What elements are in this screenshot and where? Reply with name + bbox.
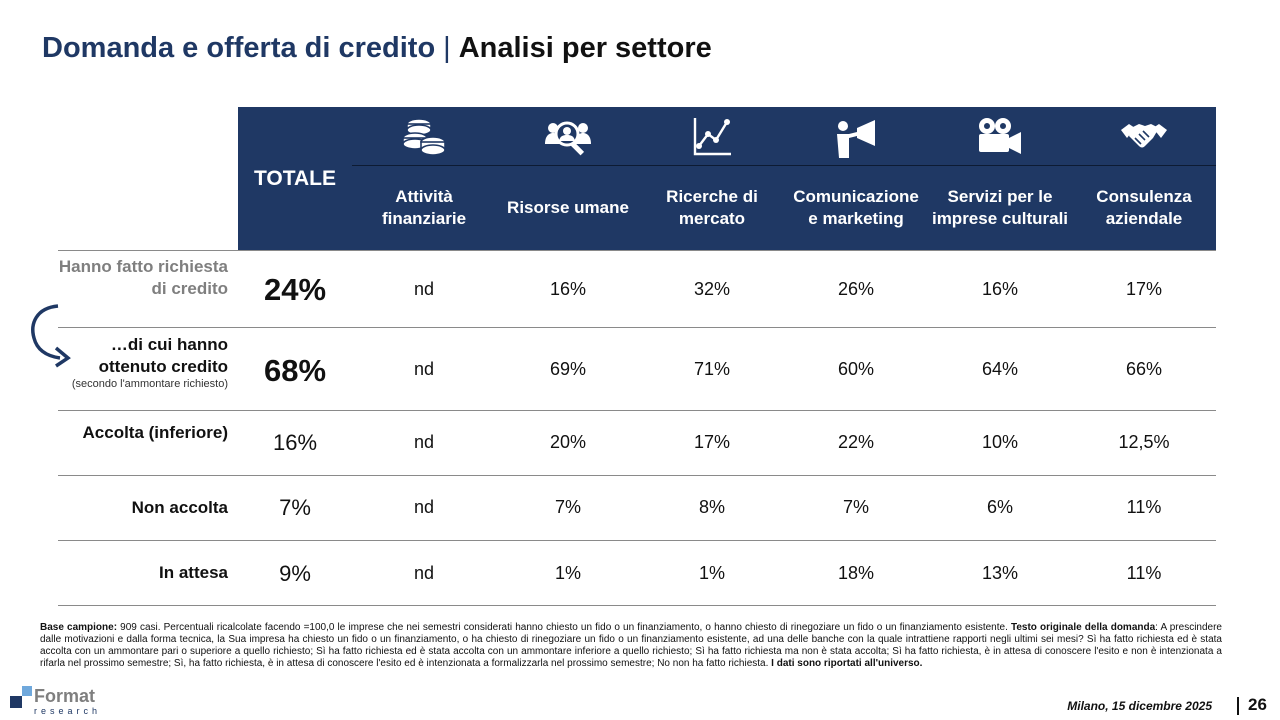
column-header-attivita-finanziarie: Attività finanziarie [381, 187, 467, 228]
title-part1: Domanda e offerta di credito [42, 32, 436, 64]
row-divider [58, 327, 1216, 328]
total-column-header: TOTALE [253, 166, 337, 190]
row-divider [58, 605, 1216, 606]
table-cell: 1% [698, 563, 725, 583]
total-cell: 24% [263, 272, 327, 307]
table-cell: 12,5% [1118, 432, 1170, 452]
total-cell: 68% [263, 353, 327, 388]
footer-divider [1237, 697, 1239, 715]
table-cell: 18% [837, 563, 875, 583]
table-cell: 71% [693, 359, 731, 379]
column-header-consulenza-aziendale: Consulenza aziendale [1096, 187, 1192, 228]
table-cell: 26% [837, 279, 875, 299]
row-label-text: …di cui hanno ottenuto credito [98, 335, 228, 376]
coins-icon [352, 112, 496, 162]
table-cell: 32% [693, 279, 731, 299]
table-cell: 17% [693, 432, 731, 452]
film-camera-icon [928, 112, 1072, 162]
row-label-accolta-inferiore: Accolta (inferiore) [58, 422, 228, 444]
table-cell: nd [413, 563, 435, 583]
footnote-question-text: : A prescindere dalle motivazioni e dall… [40, 622, 1222, 669]
footnote-base-label: Base campione: [40, 622, 118, 633]
footer-date: Milano, 15 dicembre 2025 [1067, 699, 1212, 713]
title-part2: Analisi per settore [458, 32, 712, 64]
row-label-text: Hanno fatto richiesta di credito [58, 257, 228, 298]
column-header-risorse-umane: Risorse umane [507, 198, 629, 217]
row-label-text: Accolta (inferiore) [82, 423, 228, 442]
row-sublabel: (secondo l'ammontare richiesto) [71, 378, 228, 390]
table-cell: 20% [549, 432, 587, 452]
column-header-servizi-imprese-culturali: Servizi per le imprese culturali [931, 187, 1069, 228]
logo-name: Format [34, 686, 96, 706]
table-cell: nd [413, 497, 435, 517]
table-cell: 11% [1126, 563, 1162, 583]
row-label-in-attesa: In attesa [58, 562, 228, 584]
footnote: Base campione: 909 casi. Percentuali ric… [40, 622, 1222, 670]
people-search-icon [496, 112, 640, 162]
table-cell: 6% [986, 497, 1013, 517]
table-cell: 22% [837, 432, 875, 452]
row-label-text: Non accolta [131, 498, 228, 517]
row-divider [58, 540, 1216, 541]
page-number: 26 [1248, 695, 1267, 714]
table-cell: 64% [981, 359, 1019, 379]
row-divider [58, 410, 1216, 411]
table-cell: 69% [549, 359, 587, 379]
table-cell: 7% [842, 497, 869, 517]
header-divider [352, 165, 1216, 166]
total-cell: 7% [279, 495, 311, 520]
table-cell: 17% [1125, 279, 1163, 299]
logo-square [22, 686, 32, 696]
line-chart-icon [640, 112, 784, 162]
title-separator: | [443, 32, 451, 64]
page-title: Domanda e offerta di credito | Analisi per… [42, 32, 712, 65]
row-divider [58, 475, 1216, 476]
table-cell: 11% [1126, 497, 1162, 517]
table-cell: 8% [698, 497, 725, 517]
table-cell: 16% [549, 279, 587, 299]
table-cell: nd [413, 432, 435, 452]
table-cell: 1% [554, 563, 581, 583]
row-label-text: In attesa [159, 563, 228, 582]
footnote-closing: I dati sono riportati all'universo. [771, 658, 923, 669]
table-cell: 13% [981, 563, 1019, 583]
column-header-comunicazione-marketing: Comunicazione e marketing [793, 187, 919, 228]
table-cell: 16% [981, 279, 1019, 299]
table-header-band [238, 107, 1216, 250]
format-research-logo: Format research [8, 686, 128, 716]
row-label-ottenuto-credito: …di cui hanno ottenuto credito (secondo l… [58, 334, 228, 391]
row-label-non-accolta: Non accolta [58, 497, 228, 519]
table-cell: 10% [981, 432, 1019, 452]
table-cell: nd [413, 279, 435, 299]
total-cell: 16% [272, 430, 318, 455]
table-cell: 60% [837, 359, 875, 379]
table-cell: 7% [554, 497, 581, 517]
logo-square [10, 696, 22, 708]
megaphone-person-icon [784, 112, 928, 162]
total-cell: 9% [279, 561, 311, 586]
footnote-base-text: 909 casi. Percentuali ricalcolate facend… [117, 622, 1011, 633]
column-header-ricerche-di-mercato: Ricerche di mercato [666, 187, 758, 228]
handshake-icon [1072, 112, 1216, 162]
logo-subtitle: research [34, 706, 102, 716]
row-label-richiesta-credito: Hanno fatto richiesta di credito [58, 256, 228, 300]
table-cell: nd [413, 359, 435, 379]
curved-arrow-icon [31, 304, 71, 368]
table-cell: 66% [1125, 359, 1163, 379]
row-divider [58, 250, 1216, 251]
footnote-question-label: Testo originale della domanda [1010, 622, 1156, 633]
